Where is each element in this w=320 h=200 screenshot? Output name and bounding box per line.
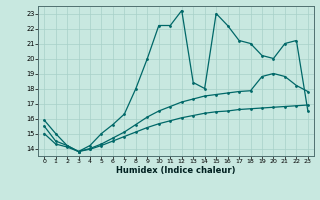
X-axis label: Humidex (Indice chaleur): Humidex (Indice chaleur) bbox=[116, 166, 236, 175]
